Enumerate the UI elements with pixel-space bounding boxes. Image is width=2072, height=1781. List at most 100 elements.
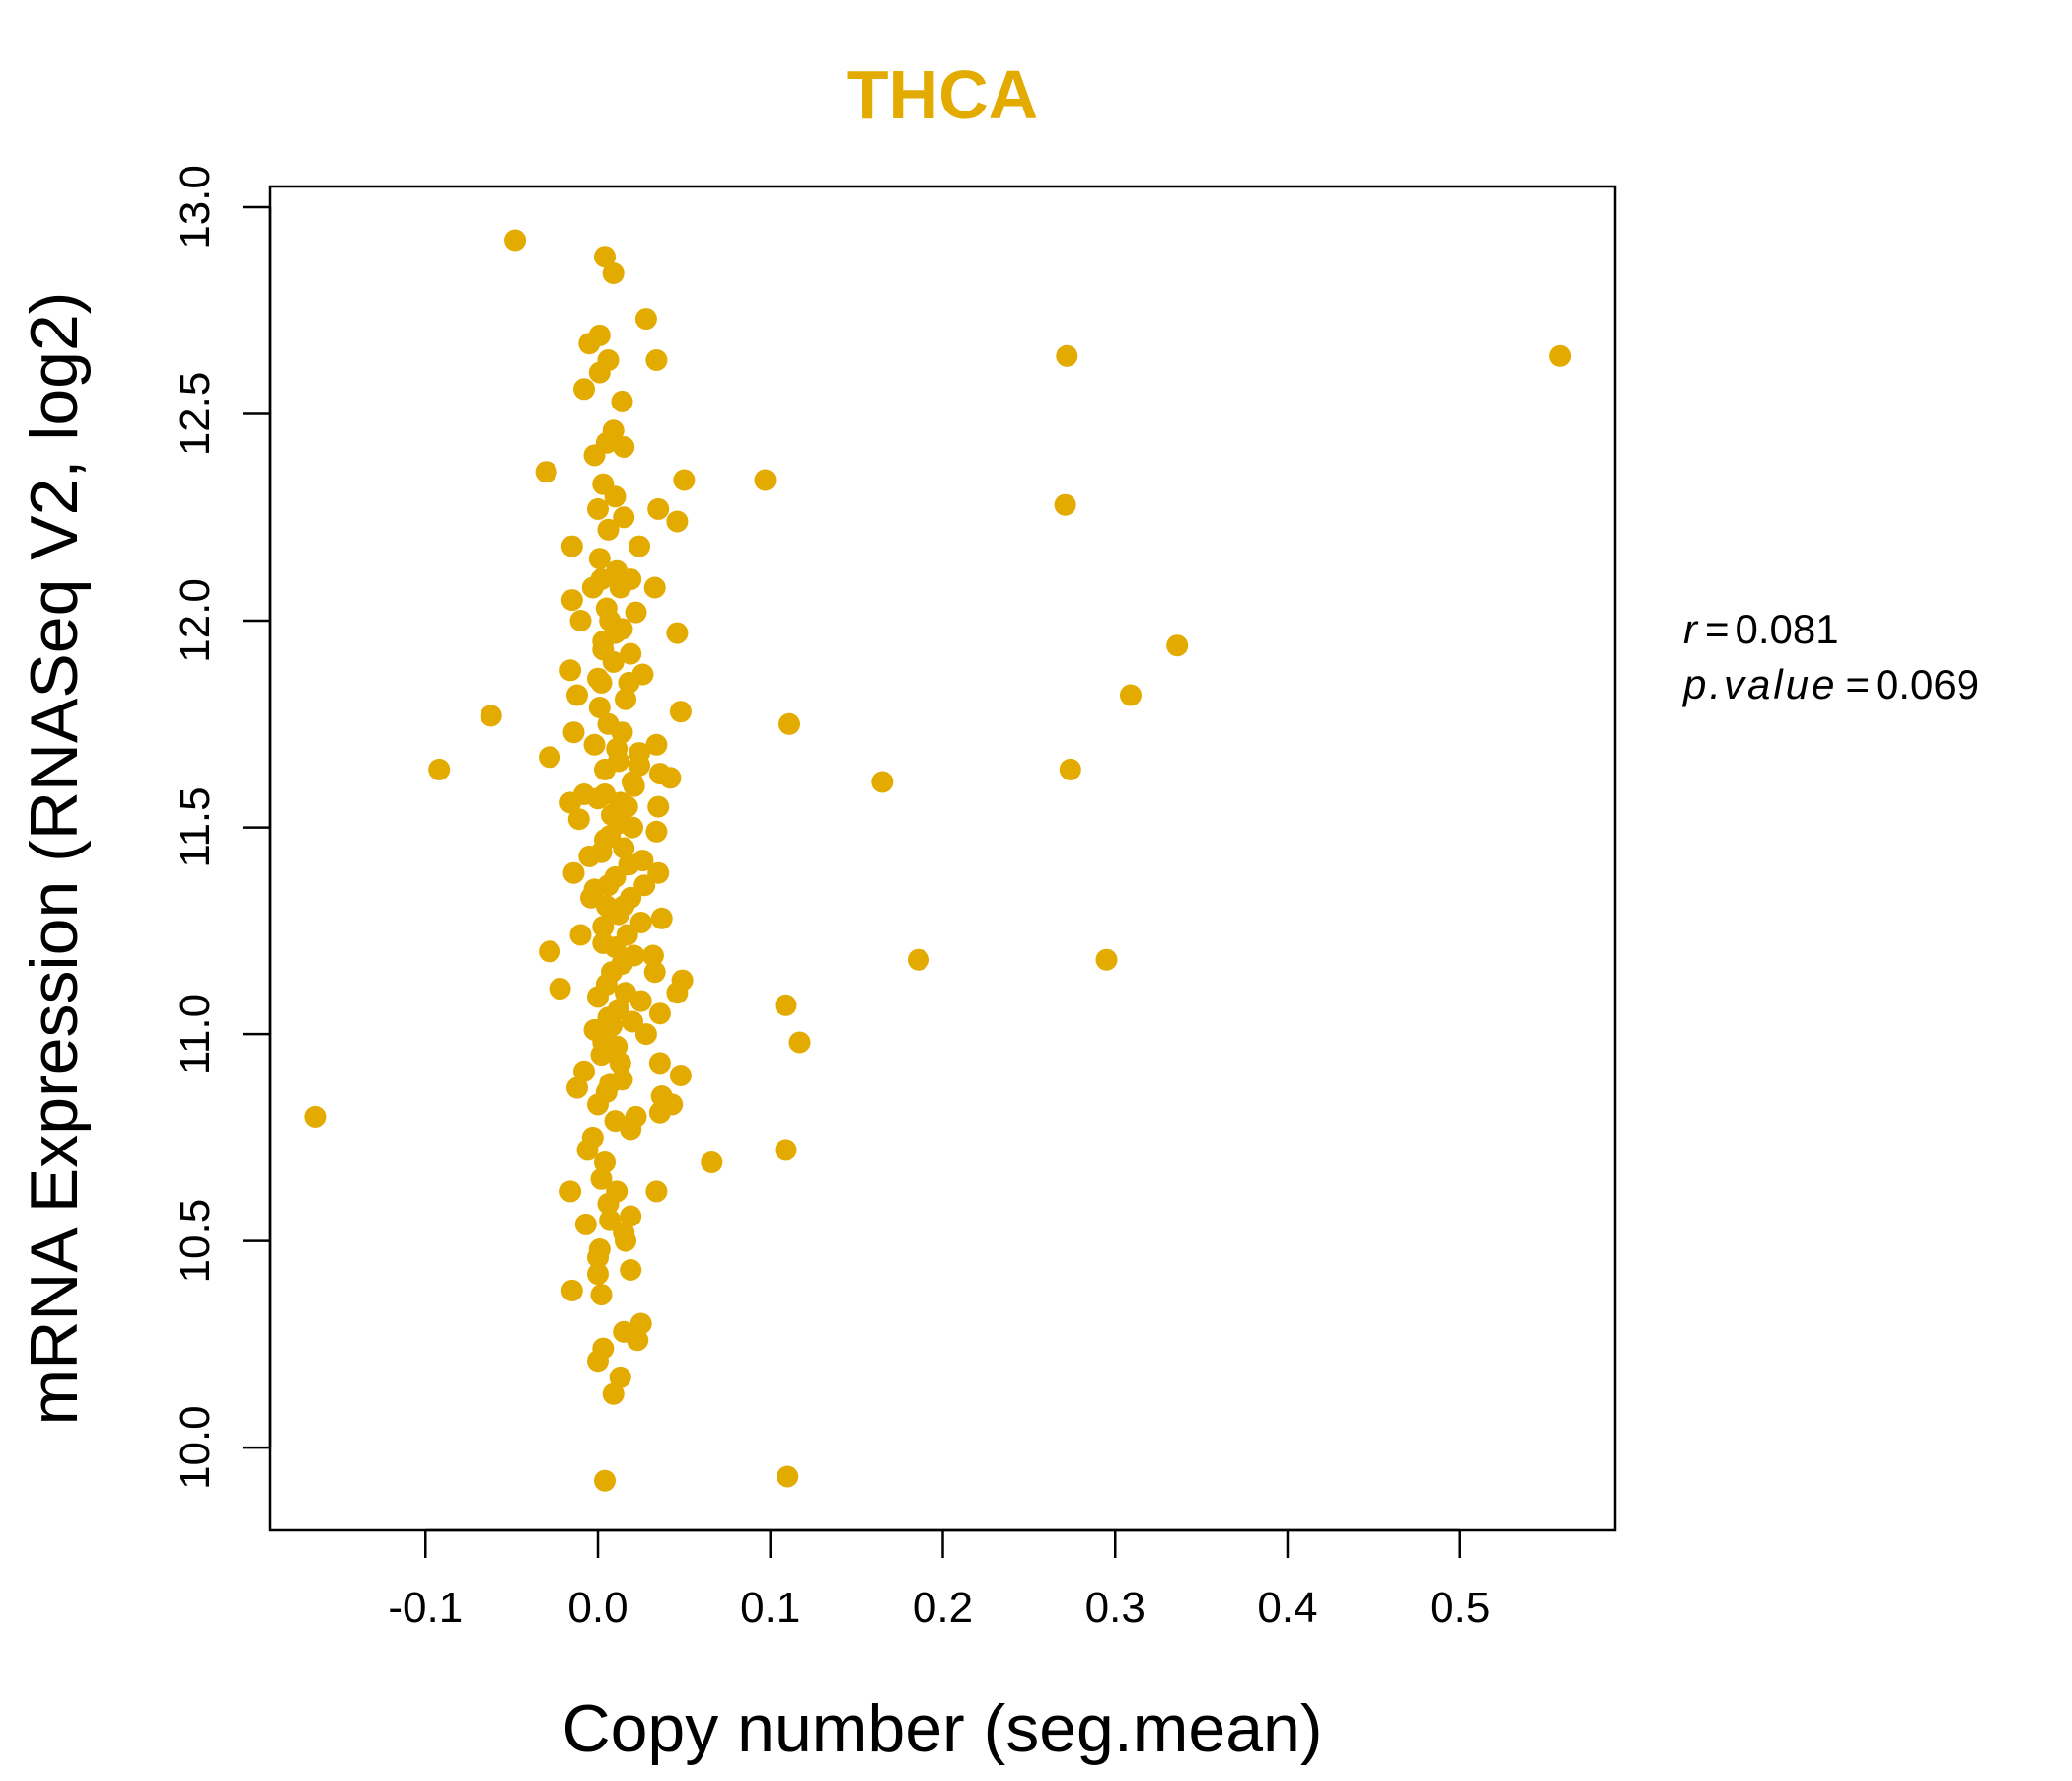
data-point-179 (615, 982, 636, 1004)
data-point-58 (583, 733, 606, 756)
data-point-164 (615, 688, 636, 710)
data-point-24 (647, 497, 670, 520)
data-point-165 (588, 697, 611, 718)
y-tick-label-2: 11.0 (171, 994, 219, 1075)
data-point-48 (618, 671, 640, 694)
data-point-153 (627, 1329, 649, 1352)
data-point-67 (871, 771, 894, 793)
data-point-177 (623, 944, 645, 967)
y-tick-label-5: 12.5 (171, 372, 219, 457)
data-point-55 (611, 721, 633, 744)
data-point-72 (647, 795, 670, 818)
data-point-79 (613, 837, 635, 859)
data-point-98 (1095, 948, 1118, 971)
data-point-131 (775, 1139, 797, 1161)
x-tick-label-1: 0.0 (567, 1584, 628, 1632)
data-point-175 (592, 916, 615, 938)
data-point-186 (587, 667, 609, 690)
p-equals: = (1845, 661, 1870, 707)
data-point-40 (666, 622, 689, 644)
data-point-9 (645, 349, 668, 371)
data-point-139 (597, 1192, 620, 1215)
data-point-147 (620, 1259, 642, 1281)
data-point-189 (580, 886, 602, 909)
data-point-15 (613, 436, 635, 458)
correlation-annotation: r = 0.081 p.value = 0.069 (1681, 606, 1979, 707)
data-point-151 (629, 1312, 652, 1335)
data-point-23 (587, 497, 609, 520)
data-point-176 (604, 936, 627, 959)
data-point-56 (562, 721, 585, 744)
data-point-181 (592, 1031, 615, 1054)
data-point-45 (559, 659, 582, 682)
data-point-90 (650, 907, 673, 929)
data-point-134 (701, 1151, 723, 1173)
data-point-180 (601, 1014, 623, 1037)
data-point-4 (1056, 344, 1078, 367)
data-point-140 (620, 1205, 642, 1227)
data-point-18 (673, 469, 696, 491)
data-point-133 (594, 1151, 616, 1173)
data-point-97 (908, 948, 929, 971)
data-point-103 (549, 978, 571, 1000)
data-point-146 (587, 1246, 609, 1269)
data-point-158 (777, 1465, 799, 1488)
y-axis: 10.0 10.5 11.0 11.5 12.0 12.5 13.0 (171, 165, 272, 1490)
data-point-138 (645, 1180, 668, 1203)
data-point-19 (754, 469, 777, 491)
r-annotation: r = 0.081 (1683, 606, 1839, 652)
r-label: r (1683, 606, 1699, 652)
data-point-38 (569, 610, 592, 631)
data-point-5 (1549, 344, 1572, 367)
data-point-141 (599, 1209, 622, 1231)
data-point-82 (562, 861, 585, 884)
data-point-121 (566, 1076, 588, 1099)
x-tick-label-5: 0.4 (1257, 1584, 1317, 1632)
y-tick-label-3: 11.5 (171, 786, 219, 867)
data-point-11 (588, 361, 611, 384)
x-tick-label-0: -0.1 (388, 1584, 463, 1632)
data-point-187 (629, 754, 650, 777)
data-point-137 (559, 1180, 582, 1203)
data-point-7 (588, 324, 611, 346)
data-point-184 (625, 1105, 647, 1128)
data-point-160 (590, 568, 613, 591)
data-point-28 (560, 535, 583, 557)
data-point-92 (569, 924, 592, 946)
chart-title: THCA (847, 56, 1038, 133)
data-point-150 (590, 1284, 613, 1306)
points-layer (304, 229, 1572, 1492)
r-equals: = (1705, 606, 1730, 652)
p-annotation: p.value = 0.069 (1681, 661, 1979, 707)
data-point-119 (669, 1065, 692, 1086)
data-point-17 (535, 461, 557, 483)
x-tick-label-6: 0.5 (1430, 1584, 1490, 1632)
data-point-114 (788, 1031, 811, 1054)
data-point-188 (608, 812, 629, 835)
data-point-142 (574, 1213, 597, 1235)
data-point-25 (666, 510, 689, 533)
data-point-22 (604, 485, 627, 508)
r-value: 0.081 (1736, 606, 1839, 652)
data-point-83 (647, 861, 670, 884)
data-point-64 (594, 758, 616, 780)
x-axis-title: Copy number (seg.mean) (561, 1691, 1322, 1766)
data-point-12 (611, 390, 633, 412)
data-point-41 (1166, 634, 1189, 657)
data-point-127 (304, 1105, 327, 1128)
data-point-109 (648, 1002, 671, 1025)
x-tick-label-3: 0.2 (913, 1584, 973, 1632)
data-point-16 (583, 444, 606, 467)
y-tick-label-0: 10.0 (171, 1405, 219, 1490)
y-tick-label-6: 13.0 (171, 165, 219, 250)
data-point-57 (645, 733, 668, 756)
data-point-3 (634, 308, 657, 331)
data-point-52 (480, 705, 502, 727)
data-point-50 (566, 684, 588, 706)
data-point-182 (609, 1052, 631, 1075)
data-point-178 (595, 973, 618, 996)
data-point-159 (594, 1469, 616, 1492)
data-point-21 (1054, 493, 1076, 516)
data-point-144 (615, 1229, 636, 1252)
